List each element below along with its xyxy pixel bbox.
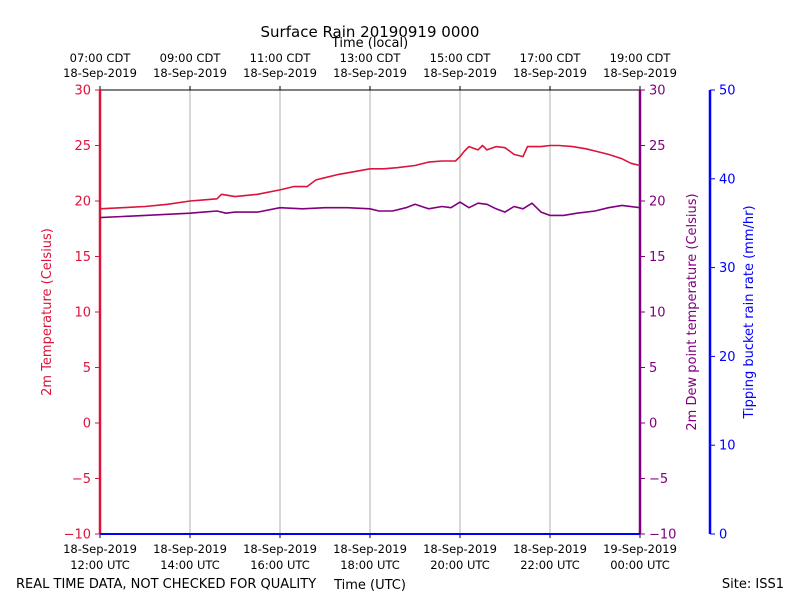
series-line-1 [99,201,641,219]
rain-tick-label-0: 50 [719,84,736,99]
dew-tick-label-3: 15 [649,250,666,265]
temp-tick-label-5: 5 [83,361,91,376]
temp-tick-label-3: 15 [74,250,91,265]
rain-tick-label-3: 20 [719,350,736,365]
bottom-tick-time-1: 14:00 UTC [160,558,220,572]
footer-left: REAL TIME DATA, NOT CHECKED FOR QUALITY [16,577,316,592]
temp-tick-label-7: −5 [72,472,91,487]
top-tick-date-1: 18-Sep-2019 [153,66,227,80]
bottom-tick-date-5: 18-Sep-2019 [513,542,587,556]
temp-tick-label-4: 10 [74,306,91,321]
rain-tick-label-4: 10 [719,439,736,454]
bottom-tick-time-3: 18:00 UTC [340,558,400,572]
top-tick-date-6: 18-Sep-2019 [603,66,677,80]
temp-tick-label-0: 30 [74,84,91,99]
bottom-tick-date-4: 18-Sep-2019 [423,542,497,556]
footer-right: Site: ISS1 [722,577,784,592]
dew-tick-label-8: −10 [649,528,676,543]
rain-tick-label-1: 40 [719,172,736,187]
top-x-axis-label: Time (local) [331,36,408,51]
top-tick-date-2: 18-Sep-2019 [243,66,317,80]
rain-tick-label-2: 30 [719,261,736,276]
bottom-tick-time-2: 16:00 UTC [250,558,310,572]
dew-axis-label: 2m Dew point temperature (Celsius) [685,193,700,430]
dew-tick-label-0: 30 [649,84,666,99]
bottom-tick-time-6: 00:00 UTC [610,558,670,572]
bottom-tick-date-1: 18-Sep-2019 [153,542,227,556]
dew-tick-label-1: 25 [649,139,666,154]
top-tick-time-0: 07:00 CDT [70,51,132,65]
temp-axis-label: 2m Temperature (Celsius) [40,228,55,396]
bottom-tick-date-3: 18-Sep-2019 [333,542,407,556]
dew-tick-label-7: −5 [649,472,668,487]
top-tick-date-3: 18-Sep-2019 [333,66,407,80]
rain-axis-label: Tipping bucket rain rate (mm/hr) [742,205,757,419]
temp-tick-label-1: 25 [74,139,91,154]
top-tick-time-2: 11:00 CDT [250,51,312,65]
top-tick-time-6: 19:00 CDT [610,51,672,65]
bottom-tick-time-5: 22:00 UTC [520,558,580,572]
dew-tick-label-5: 5 [649,361,657,376]
dew-tick-label-6: 0 [649,417,657,432]
top-tick-date-0: 18-Sep-2019 [63,66,137,80]
bottom-tick-date-2: 18-Sep-2019 [243,542,317,556]
top-tick-time-5: 17:00 CDT [520,51,582,65]
temp-tick-label-2: 20 [74,195,91,210]
rain-tick-label-5: 0 [719,528,727,543]
bottom-tick-time-0: 12:00 UTC [70,558,130,572]
bottom-tick-time-4: 20:00 UTC [430,558,490,572]
x-axis-label: Time (UTC) [333,578,406,593]
bottom-tick-date-0: 18-Sep-2019 [63,542,137,556]
chart-title: Surface Rain 20190919 0000 [261,23,480,41]
top-tick-date-4: 18-Sep-2019 [423,66,497,80]
series-line-0 [99,144,641,210]
top-tick-time-4: 15:00 CDT [430,51,492,65]
top-tick-time-3: 13:00 CDT [340,51,402,65]
temp-tick-label-8: −10 [64,528,91,543]
top-tick-time-1: 09:00 CDT [160,51,222,65]
temp-tick-label-6: 0 [83,417,91,432]
bottom-tick-date-6: 19-Sep-2019 [603,542,677,556]
dew-tick-label-2: 20 [649,195,666,210]
top-tick-date-5: 18-Sep-2019 [513,66,587,80]
dew-tick-label-4: 10 [649,306,666,321]
